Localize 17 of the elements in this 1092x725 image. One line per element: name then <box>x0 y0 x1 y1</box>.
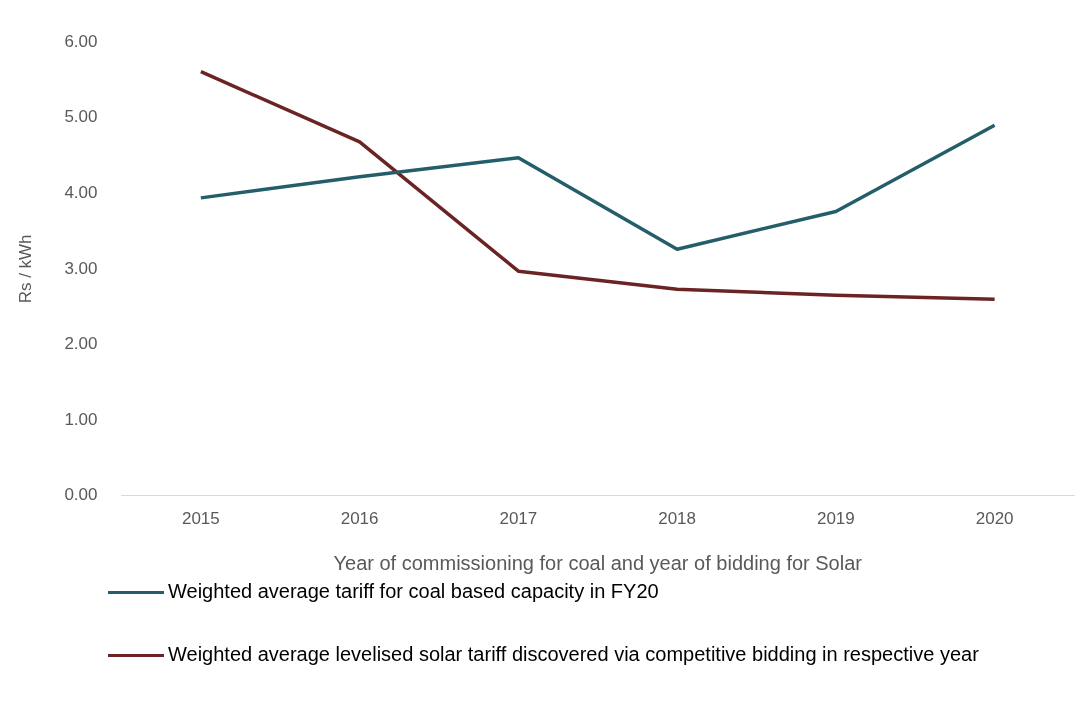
y-tick-label: 2.00 <box>64 334 98 354</box>
y-tick-label: 1.00 <box>64 409 98 429</box>
y-tick-label: 5.00 <box>64 107 98 127</box>
y-tick-label: 3.00 <box>64 258 98 278</box>
x-axis-title: Year of commissioning for coal and year of bidding for Solar <box>333 551 863 574</box>
legend-label: Weighted average levelised solar tariff discovered via competitive bidding in respective year <box>168 643 979 666</box>
x-tick-label: 2020 <box>975 509 1014 529</box>
legend-label: Weighted average tariff for coal based capacity in FY20 <box>168 580 659 603</box>
x-tick-label: 2015 <box>181 509 220 529</box>
x-tick-label: 2019 <box>816 509 855 529</box>
y-tick-label: 6.00 <box>64 31 98 51</box>
y-tick-label: 4.00 <box>64 183 98 203</box>
y-axis-title: Rs / kWh <box>15 234 35 304</box>
x-tick-label: 2018 <box>658 509 697 529</box>
x-tick-label: 2016 <box>340 509 379 529</box>
x-tick-label: 2017 <box>499 509 538 529</box>
y-tick-label: 0.00 <box>64 485 98 505</box>
